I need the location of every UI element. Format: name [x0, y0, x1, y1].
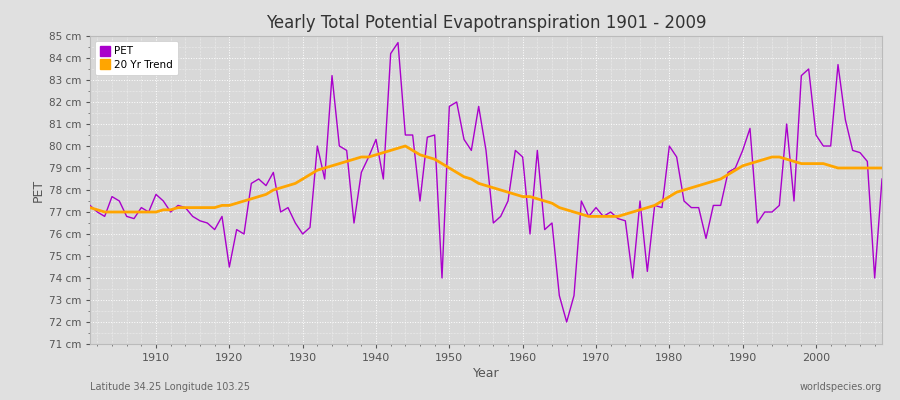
Legend: PET, 20 Yr Trend: PET, 20 Yr Trend — [95, 41, 178, 75]
X-axis label: Year: Year — [472, 367, 500, 380]
Y-axis label: PET: PET — [32, 178, 44, 202]
Text: Latitude 34.25 Longitude 103.25: Latitude 34.25 Longitude 103.25 — [90, 382, 250, 392]
Title: Yearly Total Potential Evapotranspiration 1901 - 2009: Yearly Total Potential Evapotranspiratio… — [266, 14, 706, 32]
Text: worldspecies.org: worldspecies.org — [800, 382, 882, 392]
